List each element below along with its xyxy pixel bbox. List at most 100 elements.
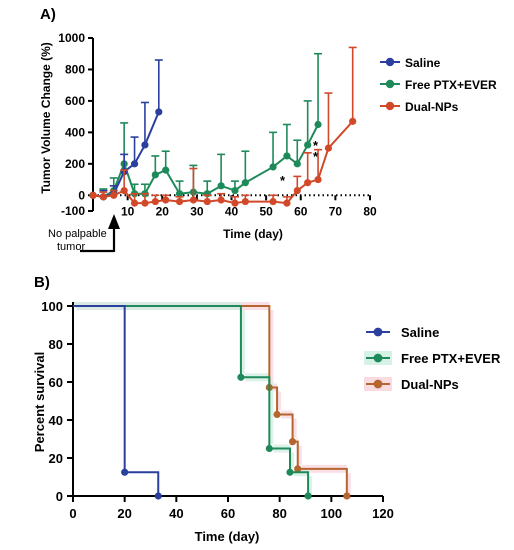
chart-a-series-dual-nps <box>89 46 357 207</box>
data-point <box>314 175 322 184</box>
chart-a-x-tick-label: 80 <box>363 204 377 218</box>
chart-a-y-tick-label: -100 <box>61 204 85 218</box>
chart-b-x-tick-label: 40 <box>169 506 183 521</box>
chart-a-y-tick-label: 800 <box>65 62 85 76</box>
chart-b-xlabel: Time (day) <box>195 529 260 544</box>
survival-event-point <box>343 492 351 500</box>
chart-a: -100 0 200 400 600 800 1000 10 20 30 40 50 60 70 80 Sal… <box>58 31 497 218</box>
data-point <box>217 182 225 190</box>
legend-a-marker <box>385 79 395 89</box>
chart-a-y-tick-label: 400 <box>65 125 85 139</box>
data-point <box>217 196 225 204</box>
chart-b-x-tick-label: 120 <box>372 506 394 521</box>
data-point <box>151 197 159 206</box>
data-point <box>99 193 107 201</box>
legend-a-label: Dual-NPs <box>405 100 459 114</box>
data-point <box>314 120 322 129</box>
data-point <box>293 186 301 195</box>
legend-a-marker <box>385 101 395 111</box>
survival-curve-dual-nps <box>73 305 348 496</box>
data-point <box>162 166 170 174</box>
data-point <box>89 191 97 199</box>
chart-b-y-tick-label: 40 <box>49 413 63 428</box>
chart-b-y-tick-label: 20 <box>49 451 63 466</box>
data-point <box>324 144 333 152</box>
panel-a-label: A) <box>40 6 56 23</box>
chart-b-y-tick-label: 100 <box>41 299 63 314</box>
chart-a-ylabel: Tumor Volume Change (%) <box>39 42 53 194</box>
data-point <box>269 163 277 171</box>
survival-event-point <box>265 444 273 453</box>
panel-b-label: B) <box>34 274 50 291</box>
significance-mark-3: * <box>313 149 319 164</box>
chart-a-y-tick-label: 200 <box>65 157 85 171</box>
annotation-line-1: No palpable <box>48 228 107 240</box>
data-point <box>269 197 277 206</box>
chart-b-x-tick-label: 0 <box>69 506 76 521</box>
chart-a-y-tick-label: 1000 <box>58 31 85 45</box>
chart-a-x-tick-label: 30 <box>190 204 204 218</box>
data-point <box>175 197 184 206</box>
chart-b-x-tick-label: 60 <box>221 506 235 521</box>
data-point <box>141 141 149 149</box>
chart-a-x-tick-label: 70 <box>329 204 343 218</box>
survival-confidence-band <box>73 302 351 500</box>
data-point <box>304 179 312 187</box>
data-point <box>241 179 249 187</box>
chart-a-x-tick-label: 10 <box>121 204 135 218</box>
data-point <box>151 171 159 179</box>
data-point <box>120 186 128 195</box>
chart-b-y-tick-label: 60 <box>49 375 63 390</box>
data-point <box>141 199 149 207</box>
survival-event-point <box>304 492 312 500</box>
annotation-line-2: tumor <box>57 241 85 253</box>
annotation-arrowhead <box>108 214 120 229</box>
chart-a-x-tick-label: 40 <box>225 204 239 218</box>
data-point <box>130 199 139 207</box>
survival-event-point <box>121 468 129 476</box>
survival-event-point <box>273 410 281 419</box>
data-point <box>110 191 118 199</box>
chart-b-x-tick-label: 100 <box>320 506 342 521</box>
chart-b-x-tick-label: 20 <box>117 506 131 521</box>
legend-b-marker <box>373 379 383 389</box>
legend-a-label: Free PTX+EVER <box>405 78 497 92</box>
chart-a-y-tick-label: 0 <box>78 188 85 202</box>
chart-b-y-tick-label: 80 <box>49 337 63 352</box>
legend-b-label: Dual-NPs <box>401 377 459 392</box>
data-point <box>231 186 239 195</box>
survival-event-point <box>288 438 297 446</box>
survival-event-point <box>154 492 162 500</box>
legend-a-marker <box>385 57 395 67</box>
legend-b-label: Free PTX+EVER <box>401 351 501 366</box>
chart-a-x-tick-label: 60 <box>294 204 308 218</box>
data-point <box>203 197 211 206</box>
data-point <box>349 117 357 125</box>
survival-event-point <box>294 465 302 473</box>
chart-b-ylabel: Percent survival <box>32 352 47 452</box>
chart-a-x-tick-label: 20 <box>156 204 170 218</box>
data-point <box>293 160 301 168</box>
data-point <box>241 197 249 206</box>
chart-a-x-tick-label: 50 <box>259 204 273 218</box>
data-point <box>304 141 312 149</box>
survival-event-point <box>286 468 294 476</box>
legend-b-marker <box>373 327 383 337</box>
chart-b-x-tick-label: 80 <box>272 506 286 521</box>
data-point <box>130 160 139 168</box>
data-point <box>155 108 163 116</box>
data-point <box>162 196 170 204</box>
survival-curve-saline <box>73 305 160 496</box>
chart-a-xlabel: Time (day) <box>223 227 283 241</box>
data-point <box>189 196 198 204</box>
legend-b-label: Saline <box>401 325 439 340</box>
legend-a-label: Saline <box>405 56 441 70</box>
data-point <box>283 199 291 207</box>
significance-mark-2: * <box>313 138 319 153</box>
data-point <box>175 190 184 198</box>
significance-mark-1: * <box>280 173 286 188</box>
data-point <box>283 152 291 160</box>
chart-b-y-tick-label: 0 <box>56 489 63 504</box>
chart-b: 0 20 40 60 80 100 0 20 40 60 80 100 120 Saline Free PT… <box>41 299 501 521</box>
